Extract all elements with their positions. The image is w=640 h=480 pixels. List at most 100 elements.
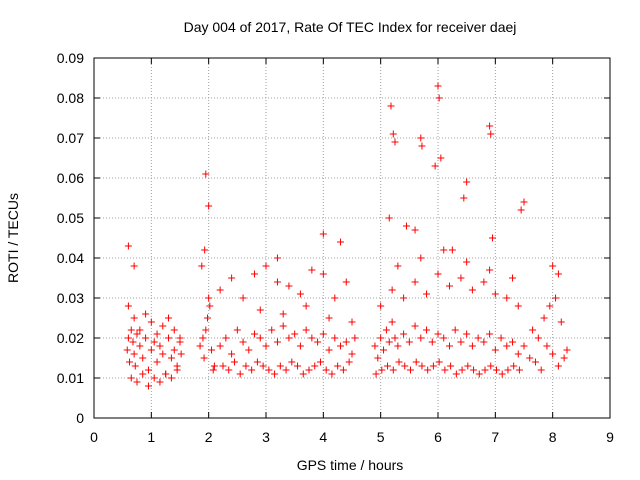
data-point xyxy=(308,266,316,274)
data-point xyxy=(201,246,209,254)
data-point xyxy=(339,366,347,374)
x-axis-label: GPS time / hours xyxy=(297,457,404,473)
x-tick-label: 2 xyxy=(205,429,213,445)
data-point xyxy=(448,246,456,254)
data-point xyxy=(162,370,170,378)
data-point xyxy=(447,362,455,370)
data-point xyxy=(294,362,302,370)
data-point xyxy=(531,358,539,366)
data-point xyxy=(440,246,448,254)
data-point xyxy=(395,358,403,366)
y-tick-label: 0.05 xyxy=(57,210,84,226)
data-point xyxy=(279,322,287,330)
data-point xyxy=(520,342,528,350)
data-point xyxy=(417,134,425,142)
data-point xyxy=(394,342,402,350)
data-point xyxy=(515,366,523,374)
data-point xyxy=(385,214,393,222)
y-tick-label: 0.07 xyxy=(57,130,84,146)
y-axis-label: ROTI / TECUs xyxy=(5,193,21,283)
data-point xyxy=(517,206,525,214)
data-point xyxy=(491,346,499,354)
data-point xyxy=(273,254,281,262)
data-point xyxy=(265,366,273,374)
data-point xyxy=(319,330,327,338)
data-point xyxy=(401,362,409,370)
data-point xyxy=(288,358,296,366)
data-point xyxy=(437,154,445,162)
data-point xyxy=(136,342,144,350)
y-tick-label: 0.09 xyxy=(57,50,84,66)
y-tick-label: 0.04 xyxy=(57,250,84,266)
data-point xyxy=(503,342,511,350)
data-point xyxy=(452,370,460,378)
chart-title: Day 004 of 2017, Rate Of TEC Index for r… xyxy=(184,19,517,35)
data-point xyxy=(126,358,134,366)
data-point xyxy=(391,138,399,146)
data-point xyxy=(458,366,466,374)
data-point xyxy=(486,122,494,130)
data-point xyxy=(319,270,327,278)
data-point xyxy=(394,262,402,270)
data-point xyxy=(208,346,216,354)
data-point xyxy=(156,342,164,350)
data-point xyxy=(509,338,517,346)
axis-ticks xyxy=(93,57,611,419)
data-point xyxy=(319,230,327,238)
data-point xyxy=(411,322,419,330)
data-point xyxy=(503,294,511,302)
data-point xyxy=(440,334,448,342)
data-point xyxy=(216,342,224,350)
data-point xyxy=(418,362,426,370)
data-point xyxy=(253,358,261,366)
data-point xyxy=(377,334,385,342)
data-point xyxy=(130,262,138,270)
data-point xyxy=(374,354,382,362)
data-point xyxy=(316,358,324,366)
data-point xyxy=(497,334,505,342)
data-point xyxy=(147,318,155,326)
data-point xyxy=(431,162,439,170)
data-point xyxy=(554,362,562,370)
data-point xyxy=(334,362,342,370)
data-point xyxy=(239,294,247,302)
data-point xyxy=(282,366,290,374)
data-point xyxy=(549,262,557,270)
plot-frame xyxy=(93,57,611,419)
data-point xyxy=(342,278,350,286)
data-point xyxy=(167,374,175,382)
data-point xyxy=(139,370,147,378)
data-point xyxy=(480,278,488,286)
data-point xyxy=(492,366,500,374)
data-point xyxy=(441,366,449,374)
data-point xyxy=(388,286,396,294)
data-point xyxy=(233,326,241,334)
data-point xyxy=(435,94,443,102)
data-point xyxy=(424,366,432,374)
data-point xyxy=(256,306,264,314)
data-point xyxy=(487,130,495,138)
data-point xyxy=(391,334,399,342)
data-point xyxy=(204,314,212,322)
x-tick-label: 4 xyxy=(319,429,327,445)
data-point xyxy=(342,338,350,346)
data-point xyxy=(331,334,339,342)
data-point xyxy=(285,282,293,290)
data-point xyxy=(457,274,465,282)
data-point xyxy=(514,302,522,310)
data-point xyxy=(262,342,270,350)
data-point xyxy=(322,366,330,374)
data-point xyxy=(552,294,560,302)
data-point xyxy=(470,366,478,374)
data-point xyxy=(546,302,554,310)
data-point xyxy=(199,334,207,342)
data-point xyxy=(170,326,178,334)
data-point xyxy=(314,338,322,346)
data-point xyxy=(124,334,132,342)
y-tick-label: 0.01 xyxy=(57,370,84,386)
data-point xyxy=(222,334,230,342)
data-point xyxy=(271,370,279,378)
data-point xyxy=(464,362,472,370)
data-point xyxy=(509,274,517,282)
data-point xyxy=(486,266,494,274)
